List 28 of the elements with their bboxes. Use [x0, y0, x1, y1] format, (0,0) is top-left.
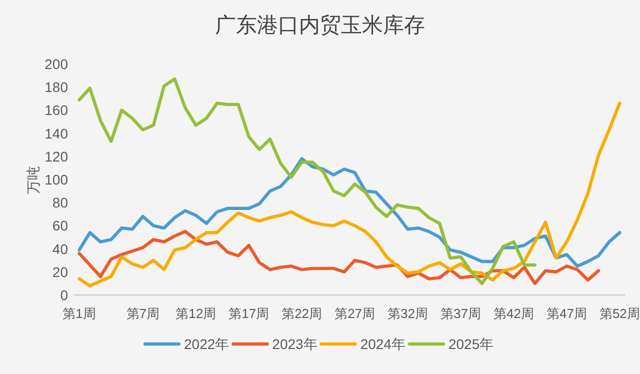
x-tick-label: 第27周: [334, 306, 376, 321]
y-axis-title: 万吨: [26, 166, 42, 194]
x-tick-label: 第52周: [599, 306, 640, 321]
x-tick-label: 第22周: [282, 306, 322, 321]
chart-title: 广东港口内贸玉米库存: [215, 13, 425, 37]
y-tick-label: 140: [44, 125, 68, 142]
legend-label: 2024年: [360, 336, 406, 352]
x-tick-label: 第32周: [388, 306, 428, 321]
y-tick-label: 180: [44, 79, 68, 96]
y-tick-label: 120: [44, 148, 68, 164]
x-tick-label: 第12周: [176, 306, 216, 321]
legend-label: 2023年: [272, 336, 318, 352]
legend-label: 2022年: [184, 336, 230, 352]
y-tick-label: 0: [60, 287, 68, 303]
y-tick-label: 200: [44, 56, 68, 72]
y-tick-label: 80: [52, 194, 68, 211]
x-tick-label: 第1周: [62, 306, 96, 321]
y-tick-label: 20: [52, 264, 68, 280]
x-tick-label: 第47周: [546, 306, 587, 321]
y-tick-label: 60: [52, 218, 68, 234]
legend-label: 2025年: [448, 336, 494, 352]
x-tick-label: 第37周: [440, 306, 481, 321]
y-tick-label: 100: [44, 172, 68, 188]
y-tick-label: 40: [52, 240, 68, 257]
x-tick-label: 第42周: [494, 306, 534, 321]
x-tick-label: 第17周: [228, 306, 270, 321]
x-tick-label: 第7周: [126, 306, 160, 321]
y-tick-label: 160: [44, 102, 68, 118]
